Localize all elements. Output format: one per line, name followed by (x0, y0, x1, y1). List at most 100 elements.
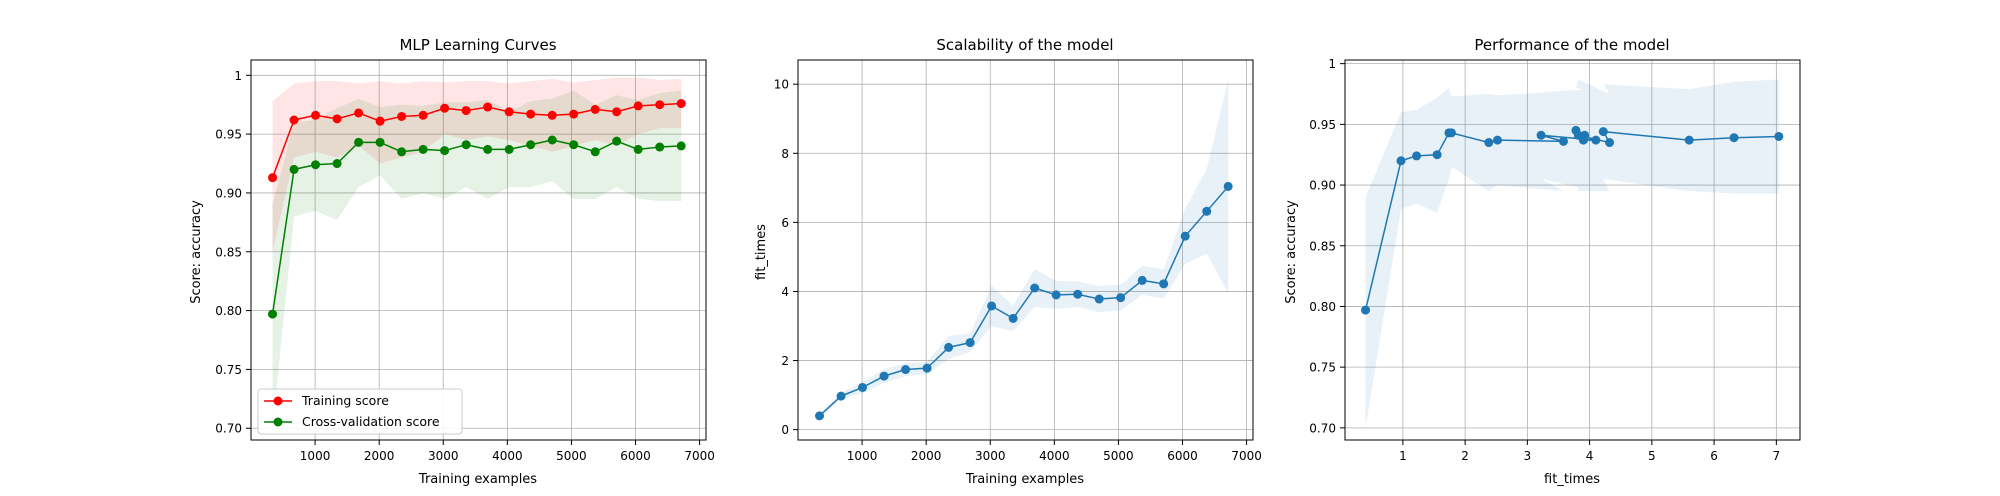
y-tick-label: 4 (781, 285, 789, 299)
scalability-panel: Scalability of the model Training exampl… (754, 36, 1262, 487)
legend-label-cross-validation: Cross-validation score (302, 414, 440, 429)
data-point (332, 114, 342, 124)
data-point (1396, 156, 1406, 166)
data-point (944, 342, 954, 352)
data-point (1729, 133, 1739, 143)
data-point (1591, 135, 1601, 145)
y-tick-label: 0.85 (1309, 239, 1336, 253)
data-point (504, 107, 514, 117)
tick-layer: 1000 2000 3000 4000 5000 6000 7000 0 2 4 6 8 10 (774, 78, 1262, 463)
series-layer (268, 99, 686, 319)
y-tick-label: 10 (774, 78, 789, 92)
data-point (1008, 313, 1018, 323)
y-tick-label: 2 (781, 354, 789, 368)
data-point (289, 164, 299, 174)
x-tick-label: 7000 (684, 449, 715, 463)
panel-title: MLP Learning Curves (399, 36, 556, 54)
data-point (676, 141, 686, 151)
data-point (504, 144, 514, 154)
x-tick-label: 1000 (847, 449, 878, 463)
data-point (375, 116, 385, 126)
y-axis-label: Score: accuracy (189, 200, 204, 304)
y-tick-label: 0.95 (215, 128, 242, 142)
x-tick-label: 5000 (556, 449, 587, 463)
x-tick-label: 1 (1399, 449, 1407, 463)
x-tick-label: 3000 (428, 449, 459, 463)
y-axis-label: fit_times (754, 224, 769, 280)
x-tick-label: 4000 (1039, 449, 1070, 463)
data-point (1580, 130, 1590, 140)
data-point (633, 101, 643, 111)
y-tick-label: 1 (234, 69, 242, 83)
y-tick-label: 0.80 (1309, 300, 1336, 314)
data-point (332, 159, 342, 169)
data-point (1558, 136, 1568, 146)
tick-layer: 1000 2000 3000 4000 5000 6000 7000 0.70 0.75 0.80… (215, 69, 715, 463)
data-point (1137, 275, 1147, 285)
x-tick-label: 3 (1524, 449, 1532, 463)
data-point (547, 135, 557, 145)
data-point (612, 107, 622, 117)
data-point (418, 110, 428, 120)
data-point (526, 109, 536, 119)
data-point (483, 102, 493, 112)
grid (251, 60, 706, 440)
data-point (1432, 150, 1442, 160)
legend-label-training: Training score (301, 393, 389, 408)
data-point (268, 309, 278, 319)
data-point (1202, 206, 1212, 216)
y-tick-label: 0.90 (1309, 179, 1336, 193)
data-point (397, 147, 407, 157)
x-axis-label: Training examples (418, 472, 537, 487)
data-point (612, 136, 622, 146)
data-point (815, 411, 825, 421)
data-point (440, 103, 450, 113)
data-point (1573, 130, 1583, 140)
x-tick-label: 7 (1773, 449, 1781, 463)
data-point (1605, 138, 1615, 148)
data-point (569, 140, 579, 150)
y-tick-label: 0.75 (215, 363, 242, 377)
data-point (965, 338, 975, 348)
data-point (311, 160, 321, 170)
data-point (1030, 283, 1040, 293)
data-point (1536, 130, 1546, 140)
data-point (1073, 289, 1083, 299)
data-point (1484, 138, 1494, 148)
data-point (1159, 279, 1169, 289)
y-tick-label: 0.75 (1309, 361, 1336, 375)
y-tick-label: 0.80 (215, 304, 242, 318)
legend-box (257, 388, 463, 435)
data-point (1684, 135, 1694, 145)
x-tick-label: 7000 (1231, 449, 1262, 463)
series-layer (1361, 125, 1784, 315)
y-axis-label: Score: accuracy (1284, 200, 1299, 304)
data-point (268, 173, 278, 183)
y-tick-label: 0.95 (1309, 118, 1336, 132)
data-point (836, 391, 846, 401)
y-tick-label: 0.90 (215, 186, 242, 200)
data-point (418, 144, 428, 154)
data-point (1492, 135, 1502, 145)
legend: Training score Cross-validation score (257, 388, 463, 435)
x-tick-label: 2000 (364, 449, 395, 463)
x-tick-label: 6000 (620, 449, 651, 463)
data-point (858, 382, 868, 392)
data-point (483, 144, 493, 154)
x-tick-label: 3000 (975, 449, 1006, 463)
data-point (1094, 294, 1104, 304)
data-point (375, 137, 385, 147)
data-point (1223, 181, 1233, 191)
data-point (526, 140, 536, 150)
y-tick-label: 0.70 (215, 422, 242, 436)
performance-panel: Performance of the model fit_times Score… (1284, 36, 1801, 487)
data-point (676, 99, 686, 109)
data-point (901, 365, 911, 375)
y-tick-label: 8 (781, 147, 789, 161)
data-point (655, 142, 665, 152)
data-point (1598, 127, 1608, 137)
data-point (1116, 293, 1126, 303)
data-point (1051, 290, 1061, 300)
learning-curve-panel: MLP Learning Curves Training examples Sc… (189, 36, 715, 487)
